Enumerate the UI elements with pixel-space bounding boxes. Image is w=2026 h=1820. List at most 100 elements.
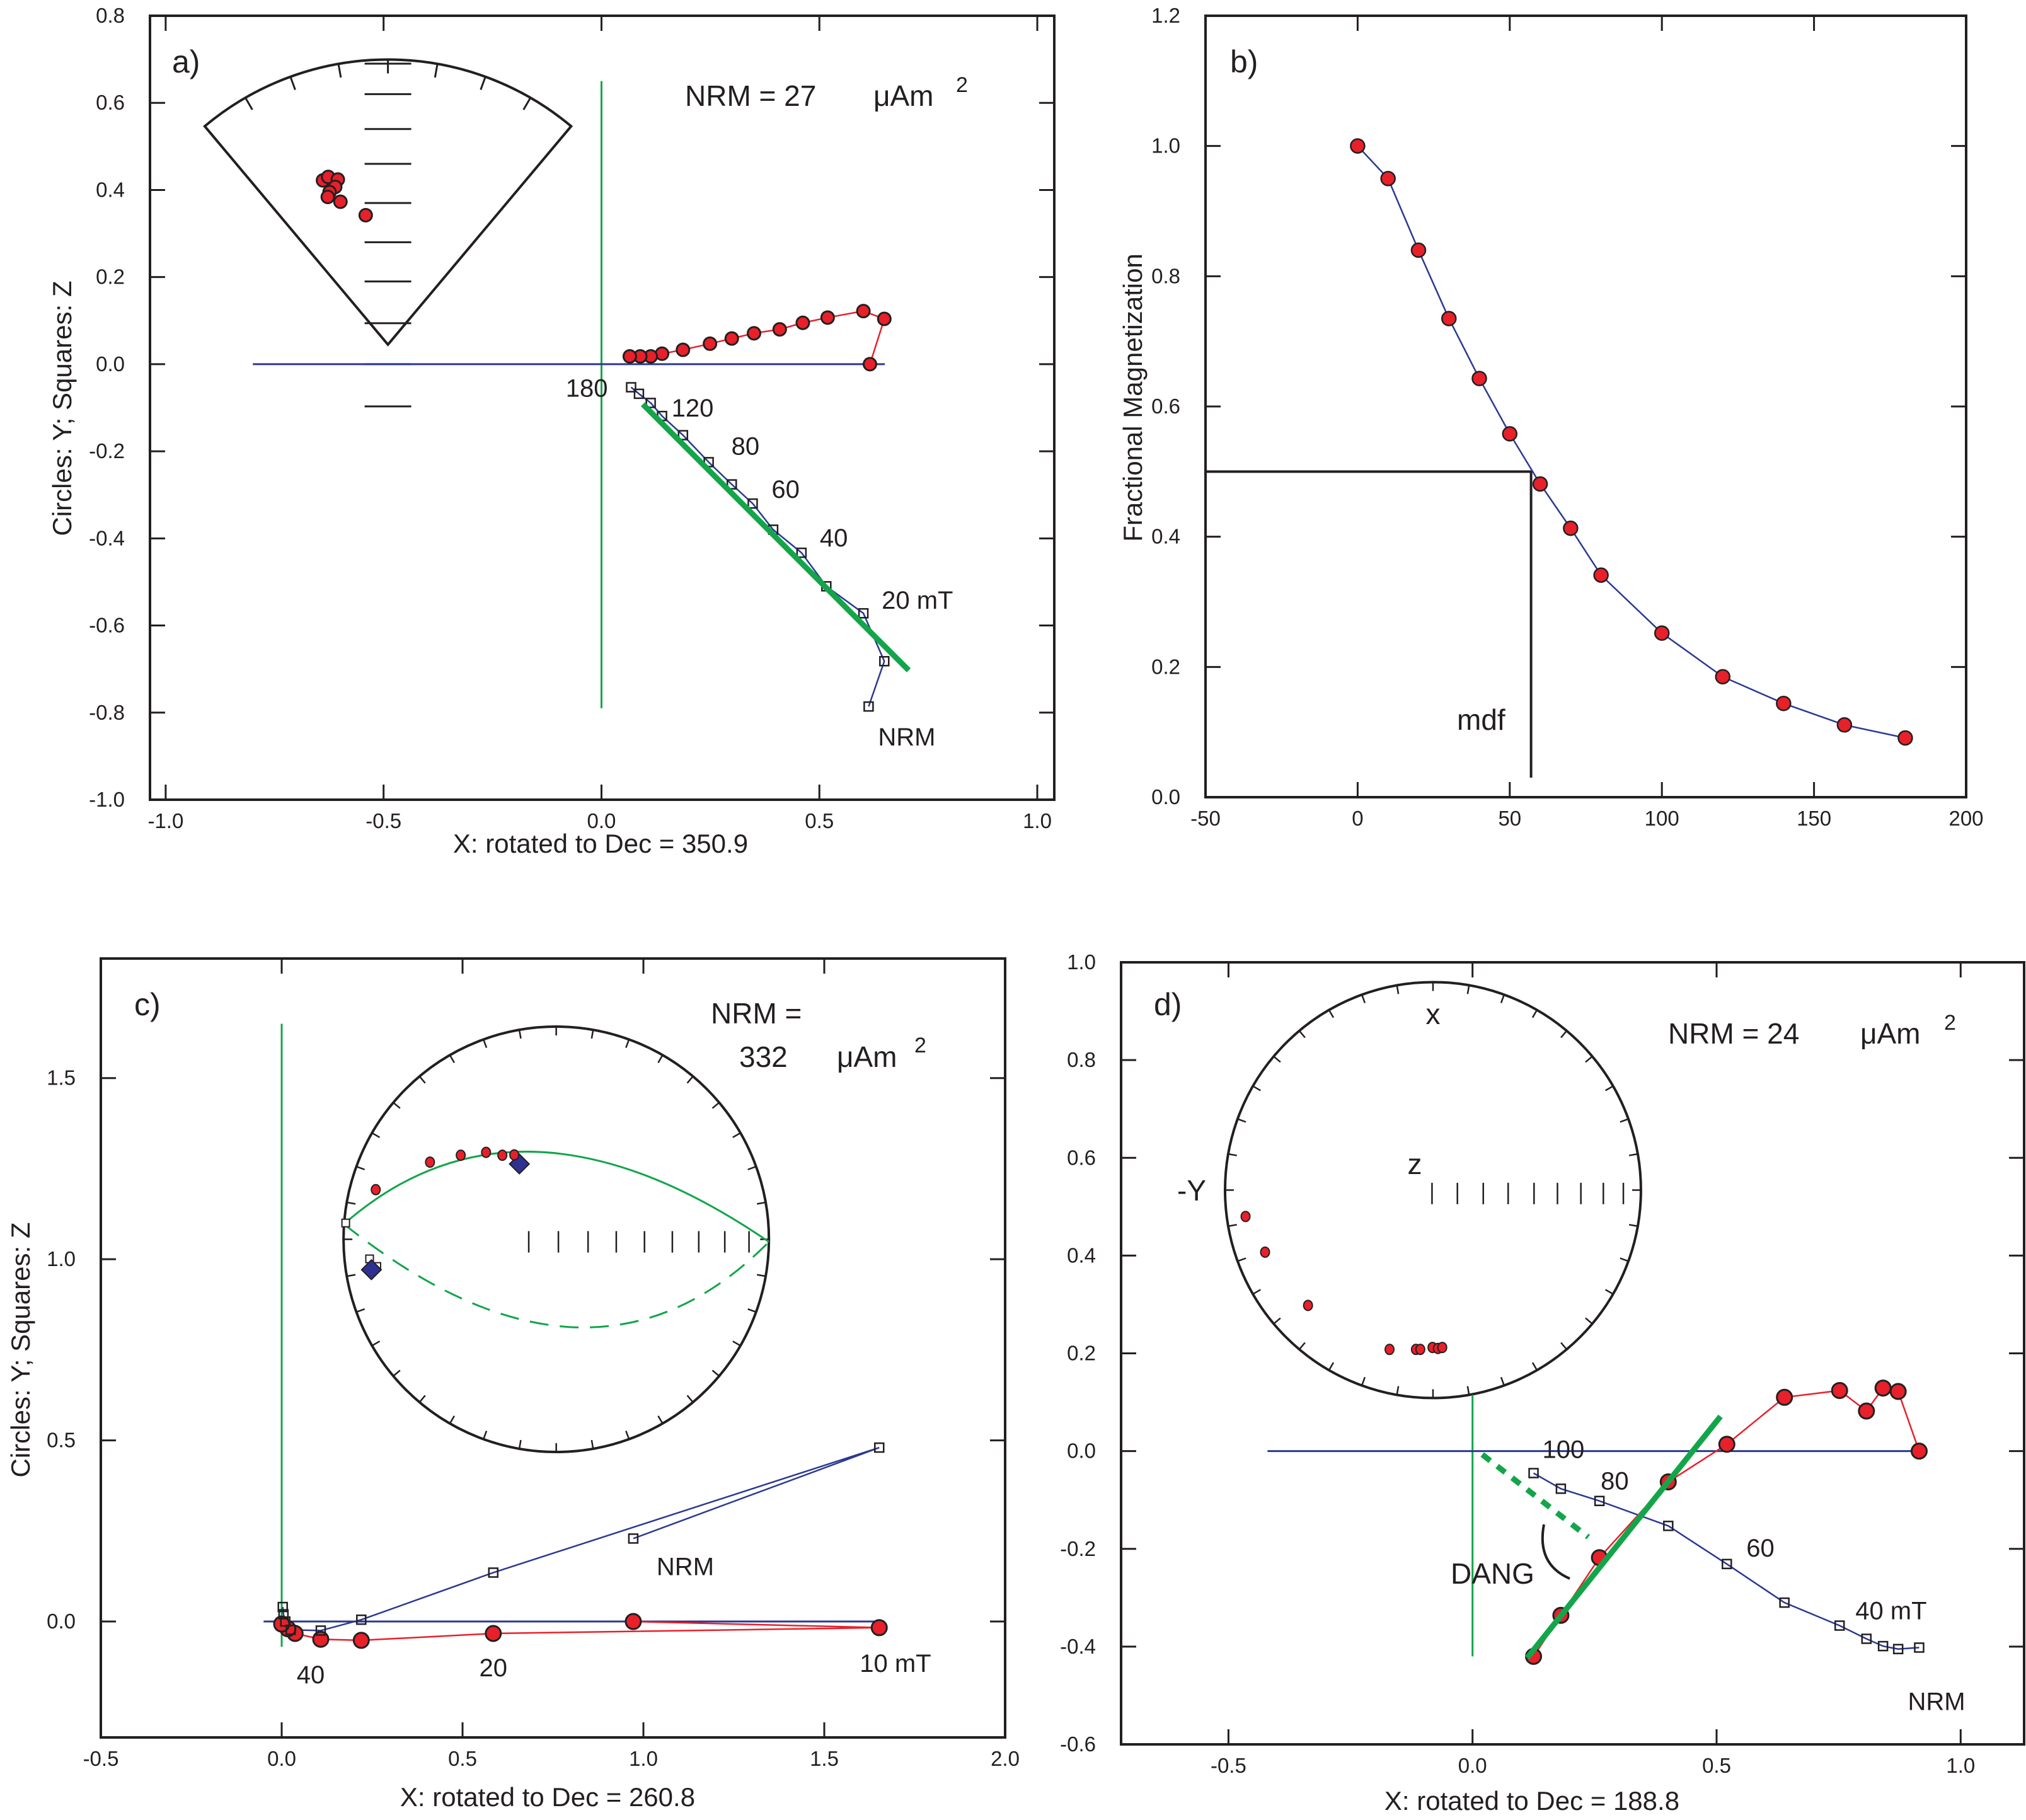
x-tick-label: 0.5 [1702, 1754, 1731, 1777]
vertical-projection-point [747, 498, 758, 509]
data-point [1441, 311, 1457, 326]
inset-circle-tick [1585, 1317, 1593, 1325]
inset-direction-point [1437, 1342, 1448, 1354]
horizontal-projection-point [312, 1630, 330, 1648]
demag-step-label: 20 mT [882, 587, 953, 614]
vertical-projection-point [677, 430, 689, 441]
inset-circle-tick [1560, 1030, 1568, 1039]
horizontal-projection-point [1874, 1379, 1892, 1397]
inset-circle-tick [1531, 1362, 1538, 1371]
x-tick-label: 150 [1797, 807, 1831, 830]
mdf-construction-line [1206, 470, 1533, 778]
data-point [1654, 625, 1670, 641]
inset-arc-tick [289, 76, 296, 90]
inset-circle-tick [657, 1415, 664, 1424]
data-point [1897, 730, 1913, 746]
vertical-projection-point [628, 1533, 639, 1544]
y-tick-label: 1.0 [1067, 950, 1096, 974]
inset-circle-tick [1466, 1386, 1470, 1395]
vertical-projection-point [858, 608, 869, 619]
y-tick-label: -0.4 [1060, 1635, 1096, 1658]
inset-circle-tick [1273, 1056, 1281, 1063]
demag-step-label: 40 [297, 1661, 325, 1689]
demag-step-label: 40 [820, 524, 848, 552]
panel-b-letter: b) [1230, 44, 1258, 79]
inset-circle-tick [347, 1201, 356, 1205]
inset-circle-tick [518, 1029, 522, 1039]
horizontal-projection-point [870, 1619, 888, 1637]
chart-marks: -1.0 -0.5 0.0 0.5 1.0 -1.0 -0.8 -0.6 -0.4 -0.2 0.0… [47, 4, 2025, 1777]
x-tick-label: 100 [1645, 807, 1679, 830]
vertical-projection-point [315, 1625, 326, 1636]
horizontal-projection-point [703, 336, 718, 351]
panel-c: -0.5 0.0 0.5 1.0 1.5 2.0 0.0 0.5 1.0 1.5 NRM 10 mT 2… [47, 957, 1020, 1770]
vertical-projection-point [278, 1609, 289, 1620]
inset-circle-tick [356, 1165, 365, 1171]
x-tick-label: 0.0 [587, 809, 616, 832]
data-point [1715, 669, 1731, 685]
x-tick-label: 50 [1498, 807, 1521, 830]
x-tick-label: 1.0 [1946, 1754, 1975, 1777]
y-tick-label: -0.6 [89, 614, 125, 637]
y-tick-label: 1.5 [47, 1066, 76, 1090]
panel-d-nrm-text: NRM = 24 [1668, 1017, 1799, 1050]
horizontal-projection-point [622, 348, 637, 364]
y-tick-label: 0.0 [47, 1610, 76, 1633]
data-point [1471, 371, 1487, 386]
panel-a-letter: a) [172, 44, 200, 79]
inset-direction-point [1384, 1344, 1395, 1356]
vertical-projection-point [1663, 1521, 1674, 1531]
panel-d-x-axis-title: X: rotated to Dec = 188.8 [1384, 1786, 1679, 1816]
inset-circle-tick [747, 1308, 757, 1313]
inset-minus-y-label: -Y [1177, 1174, 1206, 1207]
plot-frame [1120, 961, 2025, 1746]
panel-a-x-axis-title: X: rotated to Dec = 350.9 [453, 829, 748, 858]
inset-great-circle-upper [343, 1151, 770, 1243]
vertical-projection-point [863, 701, 874, 712]
inset-circle-tick [686, 1076, 694, 1084]
panel-c-nrm-value: 332 [739, 1040, 788, 1073]
inset-circle-tick [1328, 1010, 1335, 1018]
y-tick-label: -0.2 [1060, 1537, 1096, 1560]
inset-circle-tick [711, 1369, 720, 1377]
inset-direction-point [371, 1184, 381, 1195]
inset-circle-tick [747, 1165, 757, 1171]
y-tick-label: -0.6 [1060, 1732, 1096, 1756]
inset-circle-tick [371, 1132, 381, 1138]
horizontal-projection-point [820, 310, 835, 325]
inset-circle-tick [1560, 1342, 1568, 1351]
inset-circle-tick [1237, 1118, 1246, 1123]
demag-step-label: NRM [1908, 1688, 1965, 1715]
x-tick-label: -0.5 [365, 809, 401, 832]
y-tick-label: 0.4 [96, 178, 125, 201]
inset-circle-tick [686, 1395, 694, 1403]
inset-circle-tick [1604, 1289, 1614, 1295]
y-tick-label: -0.4 [89, 526, 125, 550]
horizontal-projection-point [1831, 1381, 1848, 1399]
inset-circle-tick [1252, 1289, 1261, 1295]
vertical-projection-point [879, 655, 890, 667]
y-tick-label: 0.0 [96, 352, 125, 376]
inset-circle-tick [1228, 1224, 1238, 1227]
panel-a-unit: μAm [873, 79, 934, 112]
data-point [1836, 717, 1853, 733]
inset-circle-tick [1228, 1153, 1238, 1156]
demag-step-label: 20 [480, 1654, 508, 1682]
vertical-projection-point [356, 1614, 367, 1625]
y-tick-label: 0.8 [1151, 264, 1180, 287]
inset-direction-point [1240, 1211, 1251, 1223]
inset-direction-point [456, 1149, 466, 1161]
vertical-projection-point [1528, 1468, 1539, 1478]
panel-a-nrm-text: NRM = 27 [685, 79, 816, 112]
pca-fit-line [1524, 1414, 1723, 1660]
y-tick-label: 0.2 [1151, 655, 1180, 678]
inset-circle-tick [1620, 1257, 1629, 1262]
inset-circle-tick [518, 1439, 522, 1449]
y-tick-label: 0.0 [1151, 785, 1180, 809]
horizontal-projection-point [624, 1613, 642, 1630]
inset-circle-tick [418, 1076, 426, 1084]
y-tick-label: 0.6 [1151, 395, 1180, 418]
inset-sector [203, 58, 573, 347]
